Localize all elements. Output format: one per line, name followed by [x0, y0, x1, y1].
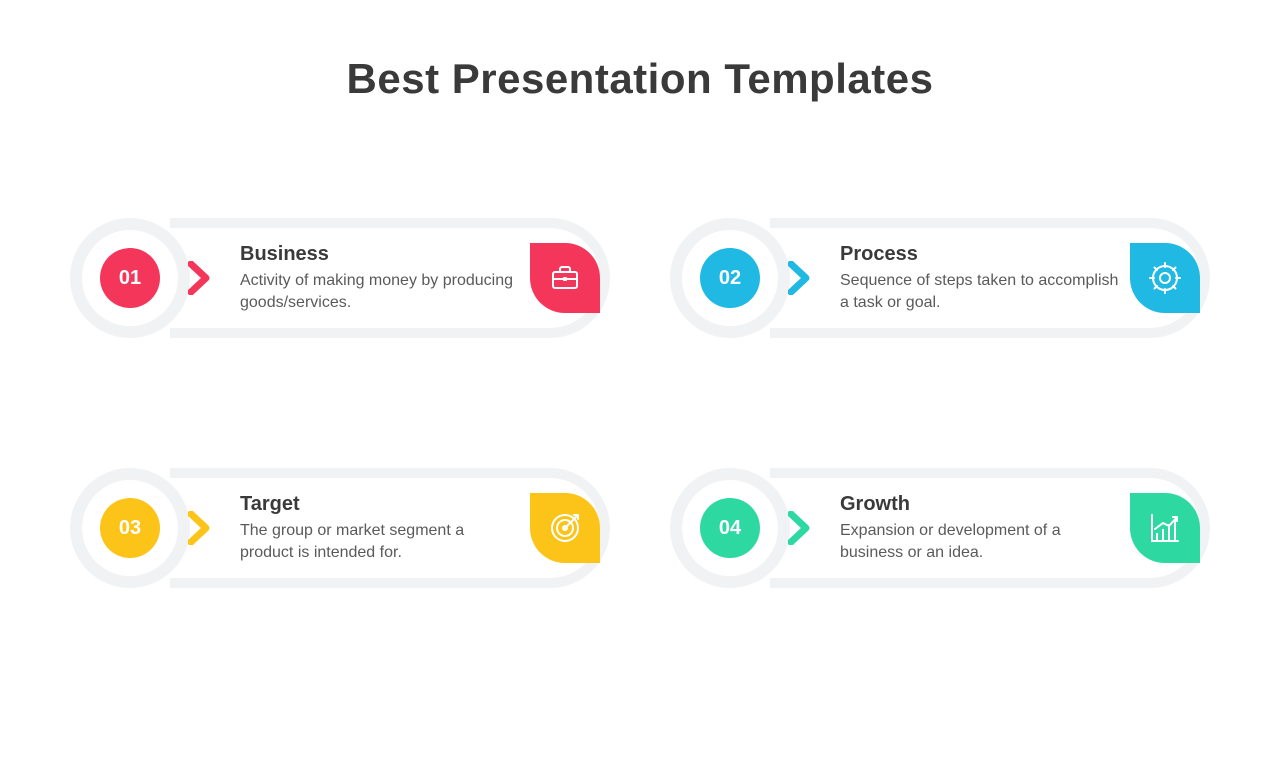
card-heading: Process [840, 243, 1120, 266]
card-business: 01 Business Activity of making money by … [70, 213, 610, 343]
card-target: 03 Target The group or market segment a … [70, 463, 610, 593]
chevron-icon [188, 511, 214, 545]
number-badge: 02 [700, 248, 760, 308]
growth-chart-icon [1130, 493, 1200, 563]
number-badge: 01 [100, 248, 160, 308]
chevron-icon [788, 261, 814, 295]
card-description: Activity of making money by producing go… [240, 270, 520, 313]
card-grid: 01 Business Activity of making money by … [0, 103, 1280, 593]
target-icon [530, 493, 600, 563]
chevron-icon [188, 261, 214, 295]
card-text: Target The group or market segment a pro… [240, 493, 520, 563]
gear-icon [1130, 243, 1200, 313]
card-description: Sequence of steps taken to accomplish a … [840, 270, 1120, 313]
card-heading: Growth [840, 493, 1120, 516]
card-heading: Business [240, 243, 520, 266]
number-badge: 04 [700, 498, 760, 558]
card-description: The group or market segment a product is… [240, 520, 520, 563]
card-growth: 04 Growth Expansion or development of a … [670, 463, 1210, 593]
number-badge: 03 [100, 498, 160, 558]
card-text: Business Activity of making money by pro… [240, 243, 520, 313]
card-description: Expansion or development of a business o… [840, 520, 1120, 563]
card-process: 02 Process Sequence of steps taken to ac… [670, 213, 1210, 343]
page-title: Best Presentation Templates [0, 55, 1280, 103]
card-text: Process Sequence of steps taken to accom… [840, 243, 1120, 313]
card-text: Growth Expansion or development of a bus… [840, 493, 1120, 563]
chevron-icon [788, 511, 814, 545]
card-heading: Target [240, 493, 520, 516]
briefcase-icon [530, 243, 600, 313]
